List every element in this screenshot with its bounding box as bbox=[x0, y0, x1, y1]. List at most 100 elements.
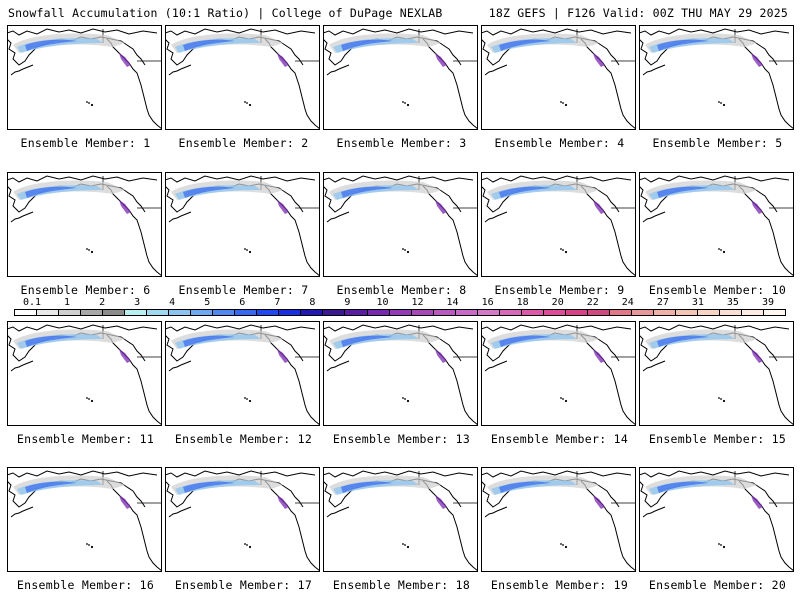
ensemble-panel-4: Ensemble Member: 4 bbox=[481, 25, 636, 150]
colorbar-swatch bbox=[697, 310, 720, 315]
ensemble-member-label: Ensemble Member: 13 bbox=[332, 432, 471, 446]
ensemble-panel-1: Ensemble Member: 1 bbox=[7, 25, 162, 150]
snowfall-map bbox=[639, 467, 794, 572]
colorbar-tick-label: 4 bbox=[169, 297, 176, 308]
ensemble-panel-5: Ensemble Member: 5 bbox=[639, 25, 794, 150]
colorbar-swatch bbox=[521, 310, 544, 315]
colorbar-swatch bbox=[169, 310, 192, 315]
ensemble-member-label: Ensemble Member: 19 bbox=[490, 578, 629, 592]
ensemble-member-label: Ensemble Member: 9 bbox=[494, 283, 625, 297]
colorbar-tick-label: 1 bbox=[64, 297, 71, 308]
ensemble-panel-15: Ensemble Member: 15 bbox=[639, 321, 794, 446]
snowfall-map bbox=[323, 467, 478, 572]
colorbar-swatch bbox=[389, 310, 412, 315]
ensemble-member-label: Ensemble Member: 12 bbox=[174, 432, 313, 446]
colorbar-tick-label: 24 bbox=[621, 297, 634, 308]
ensemble-panel-12: Ensemble Member: 12 bbox=[165, 321, 320, 446]
colorbar-swatch bbox=[147, 310, 170, 315]
colorbar-swatch bbox=[213, 310, 236, 315]
snowfall-map bbox=[323, 172, 478, 277]
colorbar-swatch bbox=[764, 310, 786, 315]
colorbar-tick-label: 12 bbox=[411, 297, 424, 308]
snowfall-map bbox=[165, 321, 320, 426]
snowfall-map bbox=[7, 467, 162, 572]
ensemble-member-label: Ensemble Member: 7 bbox=[178, 283, 309, 297]
colorbar-swatch bbox=[565, 310, 588, 315]
ensemble-panel-8: Ensemble Member: 8 bbox=[323, 172, 478, 297]
ensemble-member-label: Ensemble Member: 15 bbox=[648, 432, 787, 446]
colorbar-tick-label: 7 bbox=[274, 297, 281, 308]
colorbar-tick-label: 18 bbox=[516, 297, 529, 308]
colorbar-swatch bbox=[587, 310, 610, 315]
colorbar-tick-label: 39 bbox=[761, 297, 775, 308]
ensemble-panel-20: Ensemble Member: 20 bbox=[639, 467, 794, 592]
colorbar-tick-label: 27 bbox=[656, 297, 669, 308]
colorbar-swatch bbox=[742, 310, 765, 315]
ensemble-panel-7: Ensemble Member: 7 bbox=[165, 172, 320, 297]
ensemble-panel-17: Ensemble Member: 17 bbox=[165, 467, 320, 592]
ensemble-panel-11: Ensemble Member: 11 bbox=[7, 321, 162, 446]
colorbar-swatch bbox=[653, 310, 676, 315]
colorbar-swatch bbox=[609, 310, 632, 315]
snowfall-map bbox=[639, 321, 794, 426]
snowfall-map bbox=[481, 321, 636, 426]
snowfall-map bbox=[7, 172, 162, 277]
colorbar-swatch bbox=[279, 310, 302, 315]
colorbar-tick-label: 9 bbox=[344, 297, 351, 308]
snowfall-map bbox=[165, 467, 320, 572]
snowfall-map bbox=[165, 25, 320, 130]
ensemble-member-label: Ensemble Member: 17 bbox=[174, 578, 313, 592]
colorbar-swatch bbox=[323, 310, 346, 315]
colorbar-tick-label: 22 bbox=[586, 297, 599, 308]
ensemble-member-label: Ensemble Member: 11 bbox=[16, 432, 155, 446]
colorbar-swatch bbox=[37, 310, 60, 315]
ensemble-panel-10: Ensemble Member: 10 bbox=[639, 172, 794, 297]
snowfall-map bbox=[323, 25, 478, 130]
ensemble-member-label: Ensemble Member: 2 bbox=[178, 136, 309, 150]
snowfall-map bbox=[481, 25, 636, 130]
snowfall-map bbox=[7, 25, 162, 130]
colorbar-swatch bbox=[631, 310, 654, 315]
snowfall-map bbox=[639, 25, 794, 130]
snowfall-map bbox=[7, 321, 162, 426]
colorbar-tick-label: 14 bbox=[446, 297, 459, 308]
ensemble-panel-2: Ensemble Member: 2 bbox=[165, 25, 320, 150]
colorbar-tick-label: 5 bbox=[204, 297, 211, 308]
ensemble-member-label: Ensemble Member: 3 bbox=[336, 136, 467, 150]
colorbar-swatch bbox=[257, 310, 280, 315]
colorbar-swatch bbox=[477, 310, 500, 315]
colorbar-swatch bbox=[235, 310, 258, 315]
colorbar-swatch bbox=[103, 310, 126, 315]
colorbar-swatch bbox=[411, 310, 434, 315]
colorbar-tick-label: 35 bbox=[726, 297, 739, 308]
colorbar-swatch bbox=[367, 310, 390, 315]
ensemble-panel-6: Ensemble Member: 6 bbox=[7, 172, 162, 297]
ensemble-member-label: Ensemble Member: 18 bbox=[332, 578, 471, 592]
colorbar-tick-label: 2 bbox=[99, 297, 106, 308]
page-title: Snowfall Accumulation (10:1 Ratio) | Col… bbox=[8, 6, 443, 20]
colorbar-swatch bbox=[499, 310, 522, 315]
colorbar-swatch bbox=[81, 310, 104, 315]
colorbar-tick-label: 3 bbox=[134, 297, 141, 308]
colorbar-tick-label: 16 bbox=[481, 297, 494, 308]
snowfall-colorbar: 0.1 1 2 3 4 5 6 7 8 9 10 12 14 16 18 20 22 24 27 31 35 39 bbox=[14, 297, 786, 319]
ensemble-member-label: Ensemble Member: 16 bbox=[16, 578, 155, 592]
colorbar-swatch bbox=[455, 310, 478, 315]
ensemble-member-label: Ensemble Member: 4 bbox=[494, 136, 625, 150]
ensemble-member-label: Ensemble Member: 6 bbox=[20, 283, 151, 297]
ensemble-panel-9: Ensemble Member: 9 bbox=[481, 172, 636, 297]
snowfall-map bbox=[481, 467, 636, 572]
model-valid-time: 18Z GEFS | F126 Valid: 00Z THU MAY 29 20… bbox=[488, 6, 788, 20]
snowfall-map bbox=[165, 172, 320, 277]
ensemble-member-label: Ensemble Member: 1 bbox=[20, 136, 151, 150]
ensemble-panel-14: Ensemble Member: 14 bbox=[481, 321, 636, 446]
ensemble-member-label: Ensemble Member: 5 bbox=[652, 136, 783, 150]
colorbar-swatch bbox=[345, 310, 368, 315]
ensemble-member-label: Ensemble Member: 8 bbox=[336, 283, 467, 297]
colorbar-swatch bbox=[675, 310, 698, 315]
colorbar-tick-label: 10 bbox=[376, 297, 389, 308]
ensemble-member-label: Ensemble Member: 10 bbox=[648, 283, 787, 297]
colorbar-swatch bbox=[191, 310, 214, 315]
ensemble-member-label: Ensemble Member: 14 bbox=[490, 432, 629, 446]
ensemble-panel-16: Ensemble Member: 16 bbox=[7, 467, 162, 592]
